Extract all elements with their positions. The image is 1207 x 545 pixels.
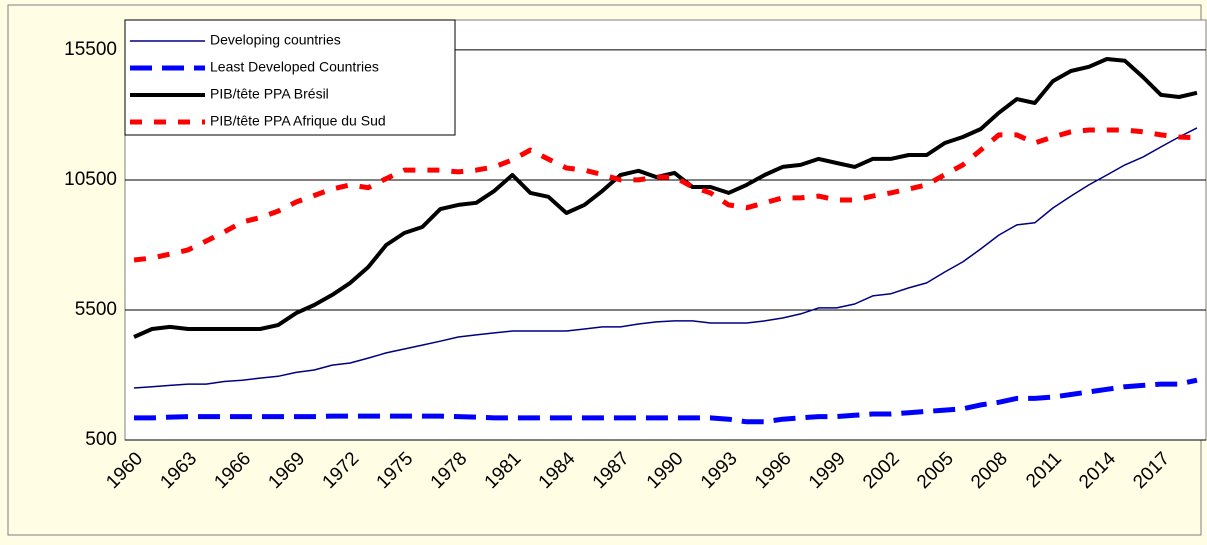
legend-label: PIB/tête PPA Brésil <box>210 86 329 102</box>
y-tick-label: 15500 <box>64 39 117 60</box>
series-line <box>133 127 1198 263</box>
legend-label: Least Developed Countries <box>210 59 379 75</box>
series-line <box>133 127 1198 389</box>
y-tick-label: 10500 <box>64 169 117 190</box>
series-line <box>134 377 1198 425</box>
y-tick-label: 500 <box>85 429 117 450</box>
legend-label: PIB/tête PPA Afrique du Sud <box>210 113 386 129</box>
legend-box <box>124 19 456 136</box>
legend-label: Developing countries <box>210 32 341 48</box>
y-tick-label: 5500 <box>75 299 117 320</box>
